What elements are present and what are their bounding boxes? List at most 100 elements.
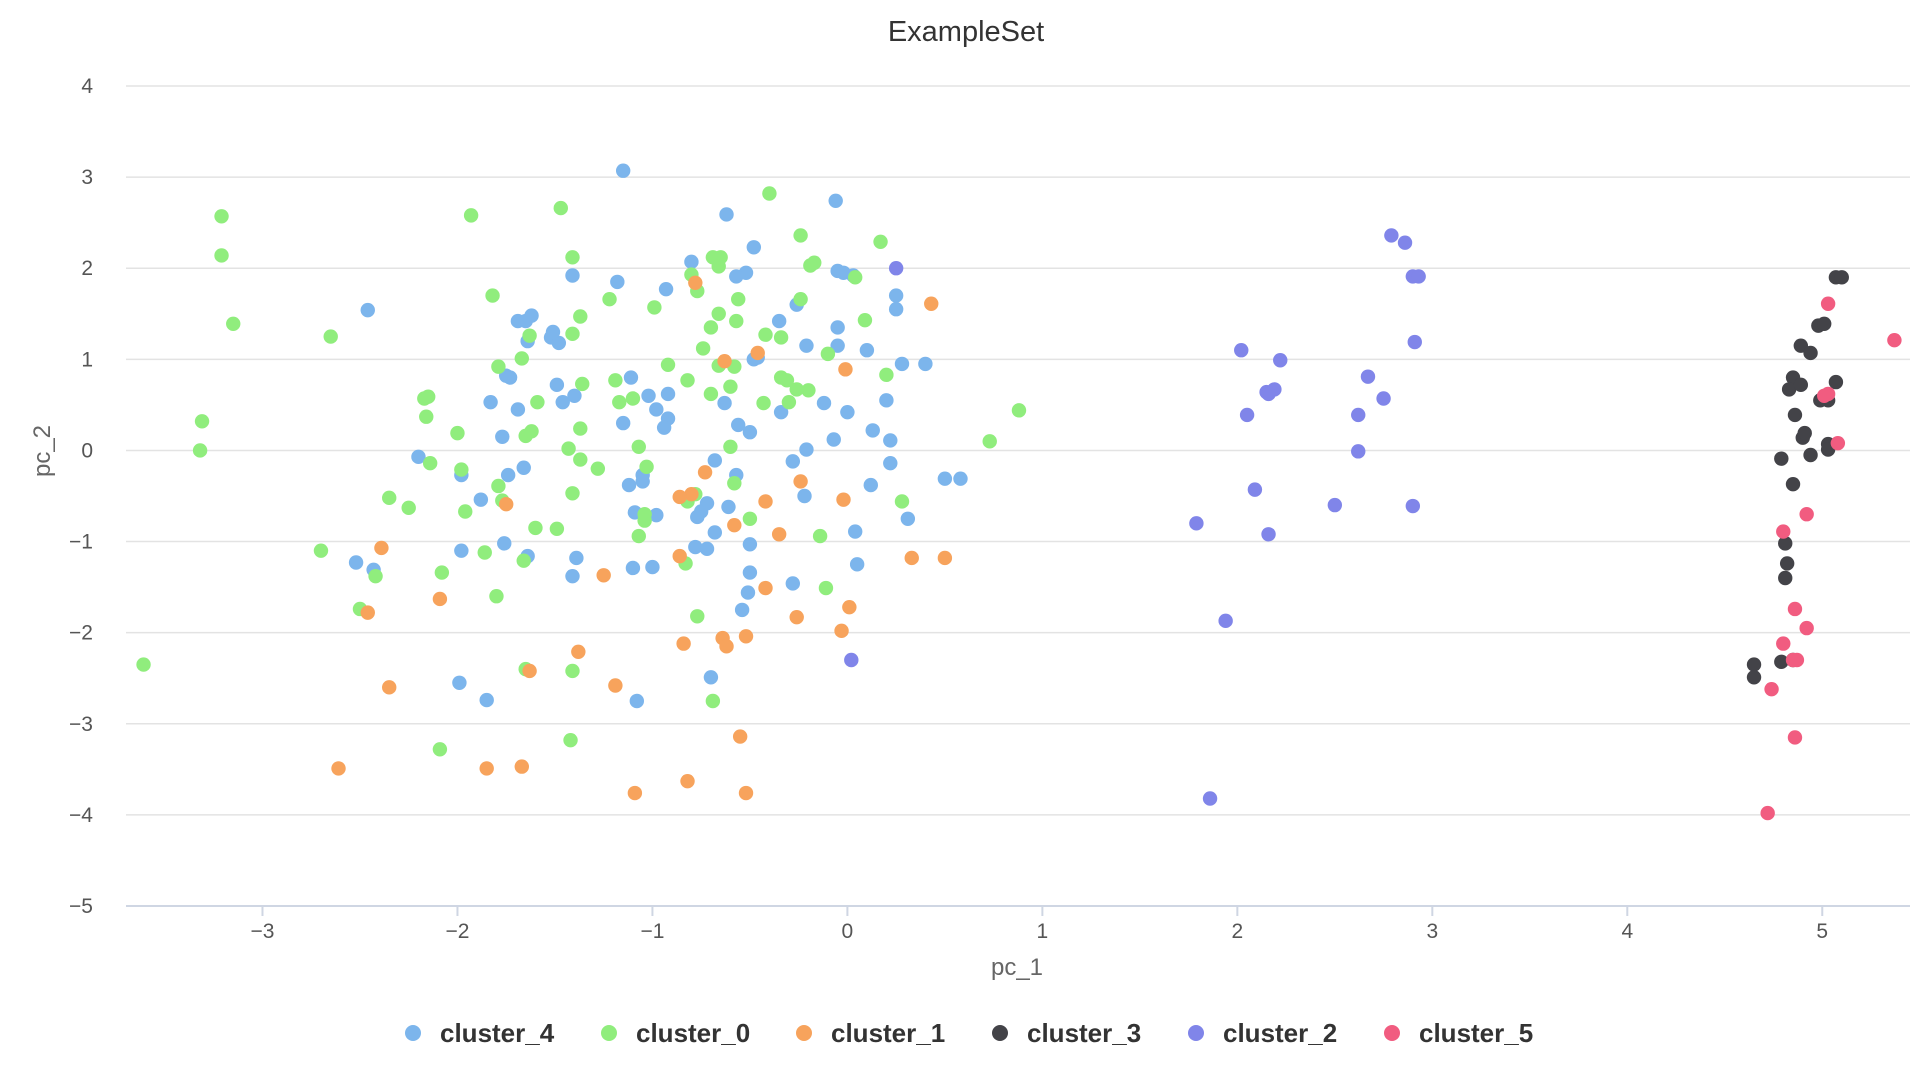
data-point[interactable]	[450, 425, 465, 441]
data-point[interactable]	[1820, 386, 1836, 402]
data-point[interactable]	[565, 326, 580, 342]
data-point[interactable]	[838, 362, 853, 377]
data-point[interactable]	[1234, 343, 1249, 358]
legend-item-cluster_2[interactable]: cluster_2	[1188, 1018, 1337, 1048]
data-point[interactable]	[645, 559, 660, 575]
data-point[interactable]	[411, 449, 426, 465]
data-point[interactable]	[485, 288, 500, 303]
data-point[interactable]	[742, 425, 758, 440]
data-point[interactable]	[434, 565, 450, 580]
data-point[interactable]	[649, 402, 664, 417]
data-point[interactable]	[567, 388, 582, 403]
data-point[interactable]	[703, 670, 719, 685]
data-point[interactable]	[820, 346, 836, 362]
data-point[interactable]	[888, 261, 904, 276]
data-point[interactable]	[524, 424, 539, 439]
data-point[interactable]	[639, 459, 654, 475]
data-point[interactable]	[773, 330, 789, 345]
data-point[interactable]	[489, 589, 504, 604]
data-point[interactable]	[1764, 681, 1779, 697]
data-point[interactable]	[758, 327, 773, 342]
data-point[interactable]	[1776, 524, 1791, 539]
data-point[interactable]	[1828, 374, 1844, 390]
data-point[interactable]	[491, 478, 506, 494]
legend-item-cluster_0[interactable]: cluster_0	[601, 1018, 750, 1048]
data-point[interactable]	[1407, 334, 1422, 350]
data-point[interactable]	[608, 373, 623, 388]
data-point[interactable]	[740, 585, 756, 600]
data-point[interactable]	[498, 497, 514, 512]
data-point[interactable]	[830, 320, 845, 335]
data-point[interactable]	[723, 379, 738, 394]
legend-item-cluster_3[interactable]: cluster_3	[992, 1018, 1141, 1048]
data-point[interactable]	[742, 565, 758, 580]
data-point[interactable]	[553, 200, 568, 216]
data-point[interactable]	[840, 404, 855, 420]
data-point[interactable]	[573, 452, 588, 467]
data-point[interactable]	[742, 511, 758, 526]
data-point[interactable]	[721, 499, 736, 515]
data-point[interactable]	[1273, 353, 1288, 368]
data-point[interactable]	[847, 270, 863, 285]
data-point[interactable]	[1803, 447, 1818, 463]
data-point[interactable]	[793, 292, 808, 307]
data-point[interactable]	[729, 269, 744, 284]
data-point[interactable]	[836, 265, 851, 280]
data-point[interactable]	[610, 274, 625, 290]
data-point[interactable]	[473, 492, 489, 507]
data-point[interactable]	[1789, 652, 1805, 668]
data-point[interactable]	[452, 675, 467, 690]
data-point[interactable]	[793, 228, 808, 243]
data-point[interactable]	[573, 421, 588, 436]
data-point[interactable]	[781, 394, 797, 410]
data-point[interactable]	[417, 391, 432, 406]
data-point[interactable]	[360, 605, 375, 620]
data-point[interactable]	[1261, 527, 1276, 542]
data-point[interactable]	[612, 394, 627, 410]
data-point[interactable]	[672, 489, 687, 505]
data-point[interactable]	[502, 370, 518, 385]
data-point[interactable]	[549, 377, 565, 393]
data-point[interactable]	[1779, 556, 1795, 571]
data-point[interactable]	[900, 511, 916, 526]
data-point[interactable]	[699, 541, 715, 557]
data-point[interactable]	[1787, 730, 1803, 745]
data-point[interactable]	[565, 663, 580, 679]
data-point[interactable]	[565, 268, 580, 283]
data-point[interactable]	[680, 373, 695, 388]
data-point[interactable]	[762, 186, 777, 201]
data-point[interactable]	[569, 550, 584, 566]
data-point[interactable]	[883, 433, 898, 448]
data-point[interactable]	[937, 471, 953, 486]
data-point[interactable]	[789, 609, 804, 625]
data-point[interactable]	[904, 550, 919, 566]
data-point[interactable]	[799, 442, 814, 457]
data-point[interactable]	[1793, 377, 1809, 393]
data-point[interactable]	[660, 386, 676, 402]
data-point[interactable]	[194, 414, 210, 429]
data-point[interactable]	[530, 394, 545, 410]
data-point[interactable]	[1405, 498, 1421, 514]
data-point[interactable]	[982, 434, 997, 449]
data-point[interactable]	[719, 207, 734, 222]
data-point[interactable]	[1774, 451, 1789, 466]
data-point[interactable]	[514, 351, 529, 366]
data-point[interactable]	[894, 494, 910, 509]
data-point[interactable]	[1781, 382, 1797, 397]
data-point[interactable]	[789, 382, 804, 397]
data-point[interactable]	[785, 454, 801, 469]
data-point[interactable]	[545, 324, 561, 340]
data-point[interactable]	[797, 488, 812, 504]
data-point[interactable]	[888, 302, 904, 317]
data-point[interactable]	[214, 209, 229, 224]
data-point[interactable]	[771, 313, 787, 329]
data-point[interactable]	[625, 560, 641, 576]
data-point[interactable]	[1218, 613, 1233, 629]
data-point[interactable]	[551, 335, 567, 351]
data-point[interactable]	[522, 328, 537, 343]
data-point[interactable]	[479, 692, 494, 708]
data-point[interactable]	[758, 494, 773, 509]
data-point[interactable]	[1360, 369, 1376, 384]
data-point[interactable]	[660, 357, 676, 372]
data-point[interactable]	[707, 525, 723, 540]
